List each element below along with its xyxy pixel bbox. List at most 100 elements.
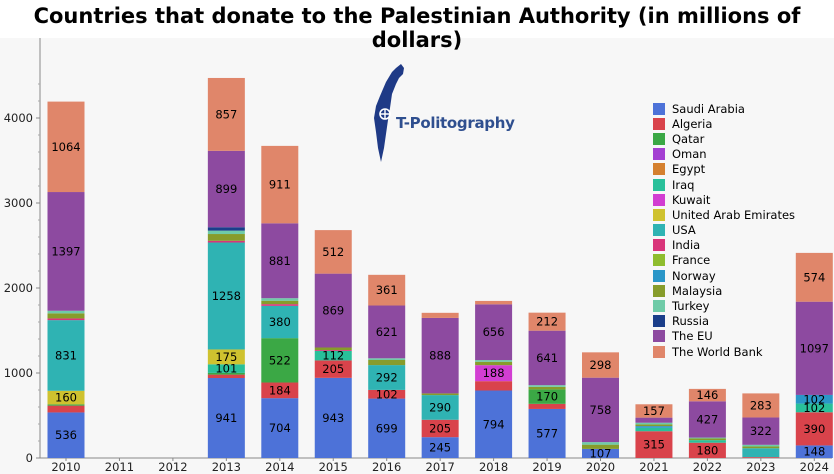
bar-segment-the-eu: [528, 330, 566, 386]
bar-segment-saudi-arabia: [582, 448, 619, 458]
bar-segment-the-world-bank: [314, 230, 352, 274]
bar-segment-russia: [207, 227, 245, 231]
x-tick-label: 2015: [319, 460, 348, 474]
bar-segment-the-eu: [421, 317, 459, 394]
bar-segment-algeria: [421, 419, 459, 438]
bar-segment-india: [314, 350, 352, 351]
bar-segment-malaysia: [475, 361, 513, 366]
legend-swatch: [653, 208, 665, 221]
data-label: 577: [536, 426, 558, 440]
bar-segment-saudi-arabia: [207, 378, 245, 458]
bar-segment-the-world-bank: [528, 312, 566, 331]
x-tick-label: 2011: [105, 460, 134, 474]
data-label: 699: [376, 421, 398, 435]
bar-segment-the-world-bank: [261, 145, 299, 224]
bar-segment-saudi-arabia: [47, 412, 85, 458]
data-label: 205: [322, 362, 344, 376]
bar-segment-the-eu: [795, 301, 833, 395]
bar-segment-algeria: [475, 381, 513, 391]
axes: 0 1000 2000 3000 4000 2010 2011 2012 2013 2014 201…: [4, 38, 832, 474]
data-label: 322: [750, 424, 772, 438]
bar-segment-the-eu: [368, 305, 406, 359]
legend-swatch: [653, 193, 665, 206]
bar-segment-the-eu: [475, 304, 513, 361]
legend-item: Qatar: [653, 131, 795, 146]
legend-label: USA: [672, 223, 696, 238]
bar-segment-iraq: [688, 440, 726, 443]
data-label: 361: [376, 283, 398, 297]
y-tick-label: 4000: [4, 111, 33, 125]
data-label: 245: [429, 441, 451, 455]
legend-item: Egypt: [653, 162, 795, 177]
data-label: 146: [696, 388, 718, 402]
bar-segment-turkey: [688, 437, 726, 439]
x-tick-label: 2020: [586, 460, 615, 474]
legend: Saudi Arabia Algeria Qatar Oman Egypt Iraq Kuw…: [653, 101, 795, 359]
bar-segment-the-eu: [314, 273, 352, 348]
legend-swatch: [653, 345, 665, 358]
legend-item: The EU: [653, 329, 795, 344]
legend-swatch: [653, 178, 665, 191]
data-label: 522: [269, 353, 291, 367]
x-tick-label: 2010: [51, 460, 80, 474]
bar-segment-the-eu: [742, 417, 780, 445]
data-label: 290: [429, 400, 451, 414]
bar-segment-malaysia: [261, 300, 299, 305]
map-silhouette-icon: [374, 64, 404, 162]
data-label: 298: [590, 358, 612, 372]
legend-swatch: [653, 148, 665, 161]
data-label: 102: [803, 392, 825, 406]
bar-segment-usa: [207, 242, 245, 350]
y-tick-label: 1000: [4, 366, 33, 380]
bar-segment-malaysia: [421, 393, 459, 396]
bar-segment-the-world-bank: [742, 393, 780, 418]
data-label: 1258: [212, 289, 241, 303]
data-label: 102: [376, 387, 398, 401]
legend-label: Russia: [672, 314, 709, 329]
data-label: 881: [269, 254, 291, 268]
data-label: 188: [483, 366, 505, 380]
legend-label: The World Bank: [672, 344, 763, 359]
bar-segment-the-eu: [635, 417, 673, 423]
bar-segment-saudi-arabia: [261, 398, 299, 458]
legend-item: France: [653, 253, 795, 268]
x-tick-label: 2021: [639, 460, 668, 474]
bar-segment-algeria: [47, 405, 85, 413]
legend-label: The EU: [672, 329, 713, 344]
bar-segment-saudi-arabia: [475, 390, 513, 458]
data-label: 170: [536, 390, 558, 404]
data-label: 390: [803, 422, 825, 436]
legend-label: France: [672, 253, 711, 268]
bar-segment-turkey: [635, 422, 673, 425]
bar-segment-turkey: [475, 360, 513, 362]
legend-item: Kuwait: [653, 192, 795, 207]
bar-segment-usa: [261, 305, 299, 339]
bar-segment-saudi-arabia: [528, 408, 566, 458]
bar-segment-qatar: [261, 338, 299, 383]
legend-swatch: [653, 315, 665, 328]
y-tick-label: 2000: [4, 281, 33, 295]
x-tick-label: 2019: [532, 460, 561, 474]
data-label: 380: [269, 315, 291, 329]
bar-segment-india: [207, 240, 245, 243]
bar-segment-usa: [421, 395, 459, 420]
legend-label: United Arab Emirates: [672, 207, 796, 222]
legend-item: Norway: [653, 268, 795, 283]
x-tick-label: 2022: [693, 460, 722, 474]
bar-segment-iraq: [207, 364, 245, 373]
bar-segment-norway: [635, 426, 673, 428]
data-label: 315: [643, 438, 665, 452]
bar-segment-turkey: [368, 358, 406, 360]
data-label: 175: [215, 350, 237, 364]
bar-segment-united-arab-emirates: [47, 390, 85, 405]
bar-segment-the-world-bank: [635, 404, 673, 418]
bar-segment-the-eu: [688, 401, 726, 438]
y-tick-label: 3000: [4, 196, 33, 210]
bar-segment-algeria: [742, 457, 780, 458]
data-label: 112: [322, 349, 344, 363]
data-label: 184: [269, 383, 291, 397]
data-label: 101: [215, 362, 237, 376]
bar-segment-india: [261, 304, 299, 306]
legend-item: United Arab Emirates: [653, 207, 795, 222]
